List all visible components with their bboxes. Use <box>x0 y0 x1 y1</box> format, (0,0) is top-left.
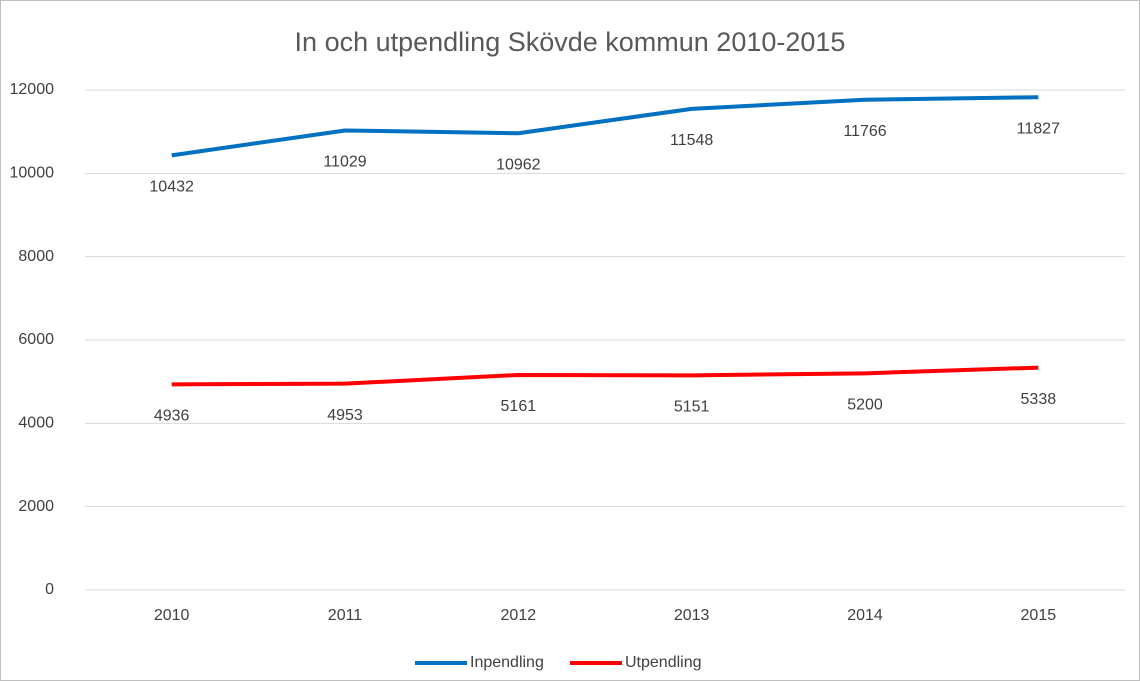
data-label: 4953 <box>327 407 363 424</box>
data-label: 11029 <box>323 154 366 171</box>
legend-label: Utpendling <box>625 654 702 671</box>
y-tick-label: 8000 <box>18 248 54 265</box>
y-tick-label: 2000 <box>18 498 54 515</box>
legend-label: Inpendling <box>470 654 544 671</box>
data-label: 5151 <box>674 399 710 416</box>
series-line <box>171 95 1039 158</box>
data-label: 4936 <box>154 408 190 425</box>
y-tick-label: 12000 <box>10 81 55 98</box>
x-tick-label: 2010 <box>154 607 190 624</box>
y-tick-label: 6000 <box>18 331 54 348</box>
data-label: 10962 <box>496 156 541 173</box>
x-tick-label: 2012 <box>501 607 537 624</box>
data-label: 5161 <box>501 398 537 415</box>
chart-title: In och utpendling Skövde kommun 2010-201… <box>295 27 846 57</box>
series-line <box>171 365 1039 387</box>
data-label: 10432 <box>149 179 194 196</box>
y-tick-label: 10000 <box>10 165 55 182</box>
data-label: 11548 <box>670 132 713 149</box>
x-tick-label: 2011 <box>328 607 363 624</box>
y-tick-label: 4000 <box>18 415 54 432</box>
data-label: 11827 <box>1017 120 1060 137</box>
x-tick-label: 2014 <box>847 607 883 624</box>
data-label: 5338 <box>1021 391 1057 408</box>
x-tick-label: 2015 <box>1021 607 1057 624</box>
y-tick-label: 0 <box>45 581 54 598</box>
data-label: 11766 <box>843 123 886 140</box>
x-tick-label: 2013 <box>674 607 710 624</box>
data-label: 5200 <box>847 397 883 414</box>
